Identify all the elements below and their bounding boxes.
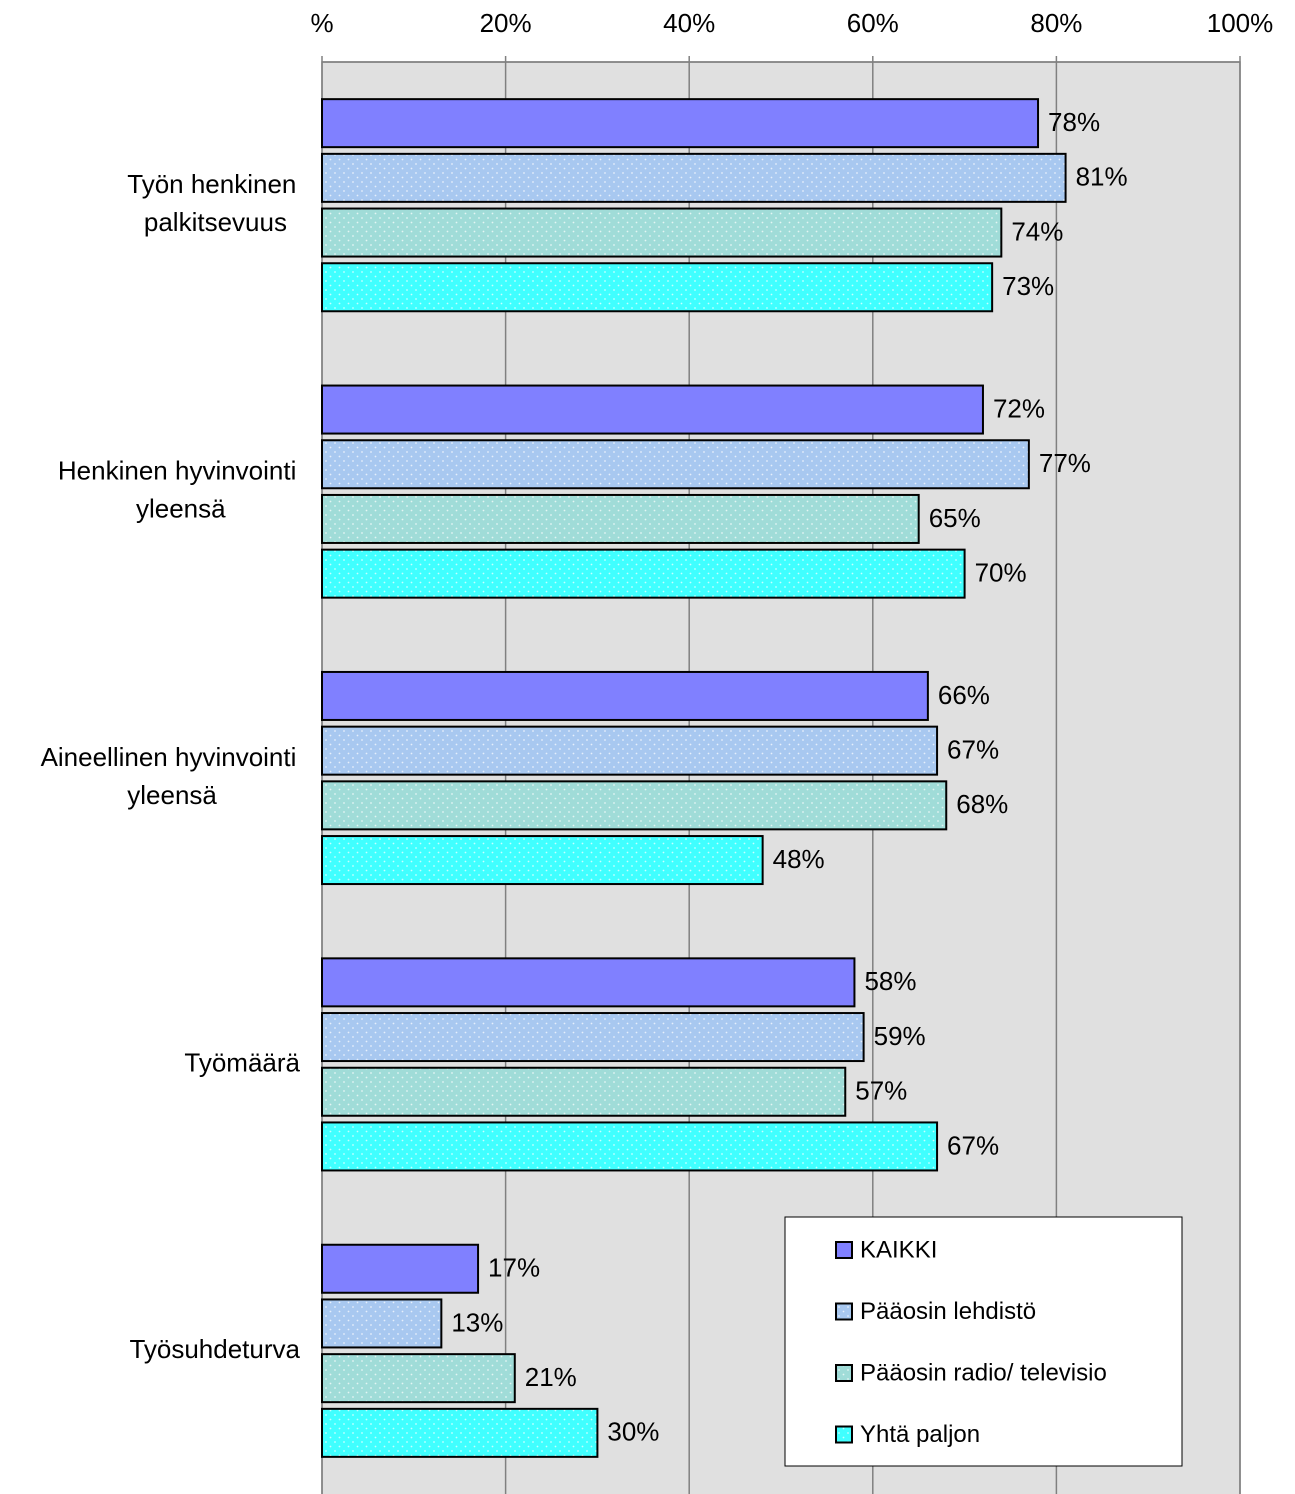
bar — [321, 493, 920, 544]
bar — [321, 439, 1030, 490]
y-tick-label: Työmäärä — [184, 1047, 300, 1077]
data-label: 72% — [993, 393, 1045, 423]
legend-label: Pääosin lehdistö — [860, 1298, 1036, 1325]
data-label: 77% — [1039, 448, 1091, 478]
x-tick-label: 80% — [1030, 8, 1082, 38]
data-label: 58% — [864, 966, 916, 996]
data-label: 74% — [1011, 216, 1063, 246]
y-tick-label: Henkinen hyvinvointi yleensä — [58, 455, 304, 523]
bar — [321, 725, 939, 776]
x-tick-label: 100% — [1207, 8, 1274, 38]
data-label: 67% — [947, 735, 999, 765]
legend-swatch — [835, 1241, 853, 1259]
data-label: 30% — [607, 1417, 659, 1447]
data-label: 21% — [525, 1362, 577, 1392]
data-label: 48% — [773, 844, 825, 874]
data-label: 66% — [938, 680, 990, 710]
data-label: 78% — [1048, 107, 1100, 137]
legend-label: Pääosin radio/ televisio — [860, 1359, 1107, 1386]
bar — [321, 384, 984, 435]
legend-label: KAIKKI — [860, 1236, 937, 1263]
y-tick-label: Aineellinen hyvinvointi yleensä — [41, 742, 304, 810]
data-label: 65% — [929, 503, 981, 533]
bar — [321, 670, 929, 721]
bar — [321, 1407, 599, 1458]
bar — [321, 1012, 865, 1063]
data-label: 13% — [451, 1307, 503, 1337]
bar — [321, 1298, 443, 1349]
data-label: 59% — [874, 1021, 926, 1051]
bar — [321, 262, 994, 313]
data-label: 17% — [488, 1253, 540, 1283]
data-label: 81% — [1076, 162, 1128, 192]
legend-swatch — [835, 1425, 853, 1444]
data-label: 67% — [947, 1130, 999, 1160]
data-label: 57% — [855, 1076, 907, 1106]
data-label: 70% — [975, 558, 1027, 588]
data-label: 68% — [956, 789, 1008, 819]
bar — [321, 1121, 939, 1172]
bar — [321, 780, 948, 831]
legend-label: Yhtä paljon — [860, 1421, 980, 1448]
bar — [321, 957, 856, 1008]
data-label: 73% — [1002, 271, 1054, 301]
x-tick-label: 20% — [480, 8, 532, 38]
bar — [321, 548, 966, 599]
bar — [321, 1066, 847, 1117]
bar — [321, 1353, 516, 1404]
bar — [321, 152, 1067, 203]
bar — [321, 1243, 480, 1294]
y-tick-label: Työsuhdeturva — [129, 1334, 300, 1364]
x-tick-label: 60% — [847, 8, 899, 38]
x-tick-label: % — [310, 8, 333, 38]
y-tick-label: Työn henkinen palkitsevuus — [127, 169, 303, 237]
bar — [321, 98, 1040, 149]
bar — [321, 835, 764, 886]
bar — [321, 207, 1003, 258]
legend-swatch — [835, 1302, 853, 1321]
x-tick-label: 40% — [663, 8, 715, 38]
legend-swatch — [835, 1364, 853, 1382]
